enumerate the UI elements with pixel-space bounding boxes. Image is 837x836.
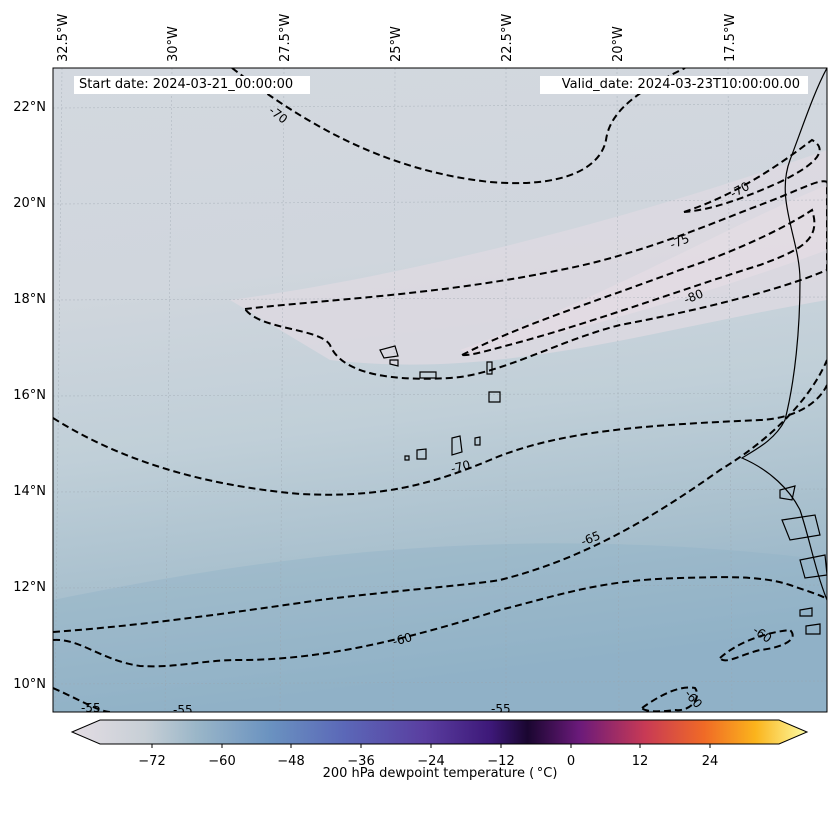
start-date-text: Start date: 2024-03-21_00:00:00 xyxy=(79,77,294,92)
lat-label: 14°N xyxy=(13,484,46,499)
contour-minus60-small xyxy=(640,686,698,712)
driest-core-shade xyxy=(460,185,827,355)
lat-label: 10°N xyxy=(13,677,46,692)
island-sao-nicolau xyxy=(419,371,437,379)
lat-label: 22°N xyxy=(13,100,46,115)
guinea-bissau-coast xyxy=(781,514,821,541)
contour-label: -55 xyxy=(81,701,101,715)
colorbar-tick-label: −36 xyxy=(347,754,374,769)
contour-label: -70 xyxy=(449,458,471,476)
contour-minus65 xyxy=(53,359,827,633)
gambia-coast xyxy=(779,485,796,501)
contour-minus80 xyxy=(458,208,816,357)
island-maio xyxy=(474,436,481,446)
start-date-label: Start date: 2024-03-21_00:00:00 xyxy=(74,76,310,94)
contour-label: -55 xyxy=(173,703,193,717)
contour-minus75 xyxy=(243,180,827,380)
west-africa-coast xyxy=(740,68,827,601)
colorbar-tick-label: 12 xyxy=(632,754,649,769)
colorbar-tick-label: −12 xyxy=(487,754,514,769)
contour-label: -75 xyxy=(668,231,691,251)
lat-label: 20°N xyxy=(13,196,46,211)
contour-label: -80 xyxy=(682,286,705,306)
latitude-labels: 22°N 20°N 18°N 16°N 14°N 12°N 10°N xyxy=(13,100,46,692)
contour-lines xyxy=(53,68,827,712)
contour-minus60-west xyxy=(53,576,827,668)
valid-date-label: Valid_date: 2024-03-23T10:00:00.00 xyxy=(540,76,808,94)
colorbar-tick-label: −48 xyxy=(277,754,304,769)
colorbar-label: 200 hPa dewpoint temperature ( °C) xyxy=(323,766,558,781)
lat-label: 18°N xyxy=(13,292,46,307)
island-sao-vicente xyxy=(389,359,399,367)
lat-label: 12°N xyxy=(13,580,46,595)
island-santiago xyxy=(451,435,463,456)
contour-label: -60 xyxy=(391,630,414,649)
lon-label: 20°W xyxy=(611,26,626,62)
island-sal xyxy=(486,361,493,375)
map-frame xyxy=(52,67,828,713)
contour-label: -65 xyxy=(579,528,602,548)
colorbar: −72 −60 −48 −36 −24 −12 0 12 24 200 hPa … xyxy=(70,719,809,781)
lon-label: 25°W xyxy=(389,26,404,62)
island-fogo xyxy=(416,448,427,460)
colorbar-tick-label: −60 xyxy=(208,754,235,769)
colorbar-tick-label: 24 xyxy=(702,754,719,769)
contour-label: -55 xyxy=(491,702,511,716)
colorbar-tick-label: 0 xyxy=(567,754,575,769)
lat-label: 16°N xyxy=(13,388,46,403)
lon-label: 22.5°W xyxy=(500,14,515,62)
colorbar-tick-labels: −72 −60 −48 −36 −24 −12 0 12 24 xyxy=(138,754,718,769)
colorbar-tick-label: −24 xyxy=(417,754,444,769)
contour-minus70-north xyxy=(231,68,686,185)
guinea-islands-1 xyxy=(799,607,813,617)
lon-label: 27.5°W xyxy=(278,14,293,62)
contour-minus60-east xyxy=(718,628,794,662)
bijagos-islands xyxy=(799,554,827,579)
dry-band-shade xyxy=(230,150,827,365)
island-santo-antao xyxy=(379,345,399,359)
contour-minus70-coast xyxy=(683,138,821,213)
lon-label: 30°W xyxy=(166,26,181,62)
colorbar-tick-label: −72 xyxy=(138,754,165,769)
colorbar-ticks xyxy=(151,744,711,748)
longitude-labels: 32.5°W 30°W 27.5°W 25°W 22.5°W 20°W 17.5… xyxy=(56,14,738,62)
island-boa-vista xyxy=(488,391,501,403)
coastlines xyxy=(379,68,827,635)
lon-label: 17.5°W xyxy=(723,14,738,62)
dewpoint-field xyxy=(53,68,827,712)
guinea-islands-2 xyxy=(805,623,821,635)
graticule xyxy=(53,68,827,712)
colorbar-strip xyxy=(70,719,809,745)
map-panel: -70 -70 -75 -80 -70 -65 -60 -60 -60 -55 … xyxy=(53,68,827,717)
lon-label: 32.5°W xyxy=(56,14,71,62)
contour-minus70-south xyxy=(53,384,827,496)
island-brava xyxy=(404,455,410,461)
valid-date-text: Valid_date: 2024-03-23T10:00:00.00 xyxy=(561,77,800,92)
